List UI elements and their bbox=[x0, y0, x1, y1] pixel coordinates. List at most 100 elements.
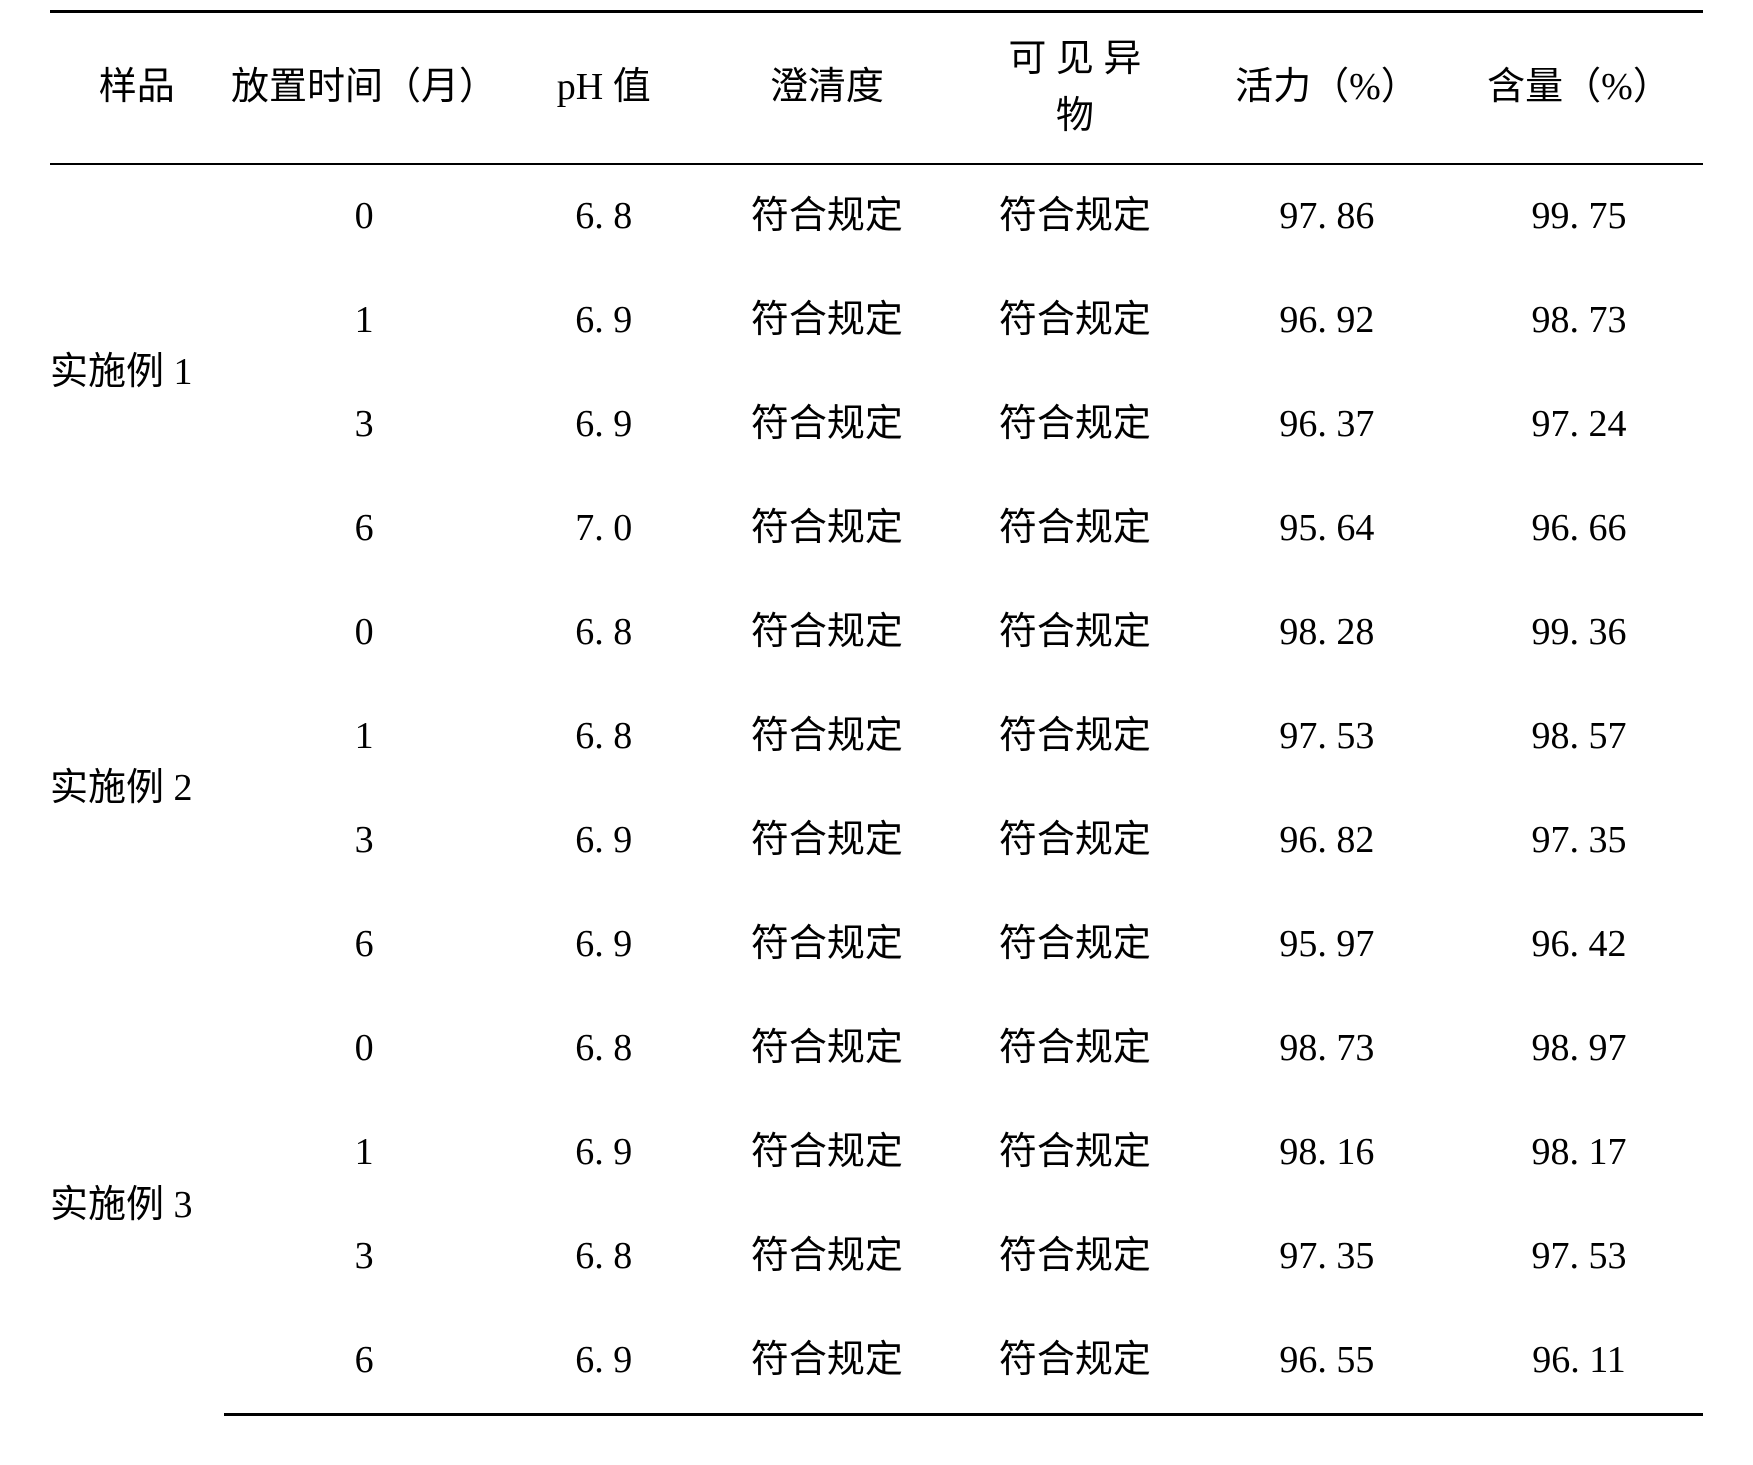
foreign-cell: 符合规定 bbox=[951, 893, 1199, 997]
activity-cell: 96. 92 bbox=[1199, 269, 1455, 373]
col-header-foreign-line1: 可 见 异 bbox=[1008, 38, 1141, 80]
content-cell: 98. 97 bbox=[1455, 997, 1703, 1101]
page-root: 样品 放置时间（月） pH 值 澄清度 可 见 异 物 活力（%） 含量（%） … bbox=[0, 0, 1753, 1436]
foreign-cell: 符合规定 bbox=[951, 1309, 1199, 1415]
clarity-cell: 符合规定 bbox=[703, 789, 951, 893]
table-row: 实施例 306. 8符合规定符合规定98. 7398. 97 bbox=[50, 997, 1703, 1101]
col-header-ph: pH 值 bbox=[505, 12, 703, 165]
time-cell: 1 bbox=[224, 685, 505, 789]
time-cell: 3 bbox=[224, 1205, 505, 1309]
col-header-activity: 活力（%） bbox=[1199, 12, 1455, 165]
table-row: 36. 9符合规定符合规定96. 8297. 35 bbox=[50, 789, 1703, 893]
table-row: 16. 8符合规定符合规定97. 5398. 57 bbox=[50, 685, 1703, 789]
col-header-foreign-line2: 物 bbox=[1056, 95, 1094, 137]
foreign-cell: 符合规定 bbox=[951, 789, 1199, 893]
ph-cell: 6. 9 bbox=[505, 1101, 703, 1205]
ph-cell: 6. 8 bbox=[505, 581, 703, 685]
activity-cell: 97. 35 bbox=[1199, 1205, 1455, 1309]
time-cell: 3 bbox=[224, 789, 505, 893]
table-row: 66. 9符合规定符合规定96. 5596. 11 bbox=[50, 1309, 1703, 1415]
content-cell: 97. 24 bbox=[1455, 373, 1703, 477]
foreign-cell: 符合规定 bbox=[951, 373, 1199, 477]
col-header-clarity: 澄清度 bbox=[703, 12, 951, 165]
col-header-foreign: 可 见 异 物 bbox=[951, 12, 1199, 165]
foreign-cell: 符合规定 bbox=[951, 164, 1199, 269]
content-cell: 98. 73 bbox=[1455, 269, 1703, 373]
col-header-time: 放置时间（月） bbox=[224, 12, 505, 165]
ph-cell: 6. 8 bbox=[505, 685, 703, 789]
time-cell: 0 bbox=[224, 997, 505, 1101]
table-row: 16. 9符合规定符合规定96. 9298. 73 bbox=[50, 269, 1703, 373]
activity-cell: 96. 55 bbox=[1199, 1309, 1455, 1415]
col-header-sample: 样品 bbox=[50, 12, 224, 165]
content-cell: 98. 57 bbox=[1455, 685, 1703, 789]
time-cell: 1 bbox=[224, 269, 505, 373]
content-cell: 97. 53 bbox=[1455, 1205, 1703, 1309]
activity-cell: 95. 97 bbox=[1199, 893, 1455, 997]
table-row: 实施例 206. 8符合规定符合规定98. 2899. 36 bbox=[50, 581, 1703, 685]
clarity-cell: 符合规定 bbox=[703, 685, 951, 789]
ph-cell: 6. 8 bbox=[505, 164, 703, 269]
foreign-cell: 符合规定 bbox=[951, 1205, 1199, 1309]
clarity-cell: 符合规定 bbox=[703, 1309, 951, 1415]
activity-cell: 96. 37 bbox=[1199, 373, 1455, 477]
content-cell: 99. 36 bbox=[1455, 581, 1703, 685]
ph-cell: 6. 8 bbox=[505, 1205, 703, 1309]
time-cell: 0 bbox=[224, 164, 505, 269]
activity-cell: 97. 86 bbox=[1199, 164, 1455, 269]
foreign-cell: 符合规定 bbox=[951, 1101, 1199, 1205]
table-row: 36. 9符合规定符合规定96. 3797. 24 bbox=[50, 373, 1703, 477]
sample-cell: 实施例 2 bbox=[50, 581, 224, 997]
ph-cell: 6. 9 bbox=[505, 789, 703, 893]
activity-cell: 98. 28 bbox=[1199, 581, 1455, 685]
time-cell: 3 bbox=[224, 373, 505, 477]
table-row: 36. 8符合规定符合规定97. 3597. 53 bbox=[50, 1205, 1703, 1309]
clarity-cell: 符合规定 bbox=[703, 164, 951, 269]
time-cell: 6 bbox=[224, 893, 505, 997]
foreign-cell: 符合规定 bbox=[951, 581, 1199, 685]
time-cell: 0 bbox=[224, 581, 505, 685]
ph-cell: 7. 0 bbox=[505, 477, 703, 581]
sample-cell: 实施例 1 bbox=[50, 164, 224, 581]
foreign-cell: 符合规定 bbox=[951, 269, 1199, 373]
clarity-cell: 符合规定 bbox=[703, 581, 951, 685]
table-row: 66. 9符合规定符合规定95. 9796. 42 bbox=[50, 893, 1703, 997]
activity-cell: 96. 82 bbox=[1199, 789, 1455, 893]
time-cell: 1 bbox=[224, 1101, 505, 1205]
data-table: 样品 放置时间（月） pH 值 澄清度 可 见 异 物 活力（%） 含量（%） … bbox=[50, 10, 1703, 1416]
clarity-cell: 符合规定 bbox=[703, 997, 951, 1101]
clarity-cell: 符合规定 bbox=[703, 1101, 951, 1205]
clarity-cell: 符合规定 bbox=[703, 893, 951, 997]
ph-cell: 6. 9 bbox=[505, 269, 703, 373]
time-cell: 6 bbox=[224, 477, 505, 581]
content-cell: 96. 66 bbox=[1455, 477, 1703, 581]
table-body: 实施例 106. 8符合规定符合规定97. 8699. 7516. 9符合规定符… bbox=[50, 164, 1703, 1415]
sample-cell: 实施例 3 bbox=[50, 997, 224, 1415]
clarity-cell: 符合规定 bbox=[703, 373, 951, 477]
clarity-cell: 符合规定 bbox=[703, 269, 951, 373]
time-cell: 6 bbox=[224, 1309, 505, 1415]
ph-cell: 6. 8 bbox=[505, 997, 703, 1101]
table-row: 16. 9符合规定符合规定98. 1698. 17 bbox=[50, 1101, 1703, 1205]
foreign-cell: 符合规定 bbox=[951, 997, 1199, 1101]
content-cell: 99. 75 bbox=[1455, 164, 1703, 269]
content-cell: 96. 11 bbox=[1455, 1309, 1703, 1415]
table-row: 67. 0符合规定符合规定95. 6496. 66 bbox=[50, 477, 1703, 581]
content-cell: 97. 35 bbox=[1455, 789, 1703, 893]
activity-cell: 98. 16 bbox=[1199, 1101, 1455, 1205]
activity-cell: 95. 64 bbox=[1199, 477, 1455, 581]
content-cell: 96. 42 bbox=[1455, 893, 1703, 997]
activity-cell: 98. 73 bbox=[1199, 997, 1455, 1101]
content-cell: 98. 17 bbox=[1455, 1101, 1703, 1205]
col-header-content: 含量（%） bbox=[1455, 12, 1703, 165]
foreign-cell: 符合规定 bbox=[951, 685, 1199, 789]
ph-cell: 6. 9 bbox=[505, 893, 703, 997]
clarity-cell: 符合规定 bbox=[703, 477, 951, 581]
ph-cell: 6. 9 bbox=[505, 373, 703, 477]
clarity-cell: 符合规定 bbox=[703, 1205, 951, 1309]
activity-cell: 97. 53 bbox=[1199, 685, 1455, 789]
foreign-cell: 符合规定 bbox=[951, 477, 1199, 581]
ph-cell: 6. 9 bbox=[505, 1309, 703, 1415]
table-row: 实施例 106. 8符合规定符合规定97. 8699. 75 bbox=[50, 164, 1703, 269]
table-head: 样品 放置时间（月） pH 值 澄清度 可 见 异 物 活力（%） 含量（%） bbox=[50, 12, 1703, 165]
